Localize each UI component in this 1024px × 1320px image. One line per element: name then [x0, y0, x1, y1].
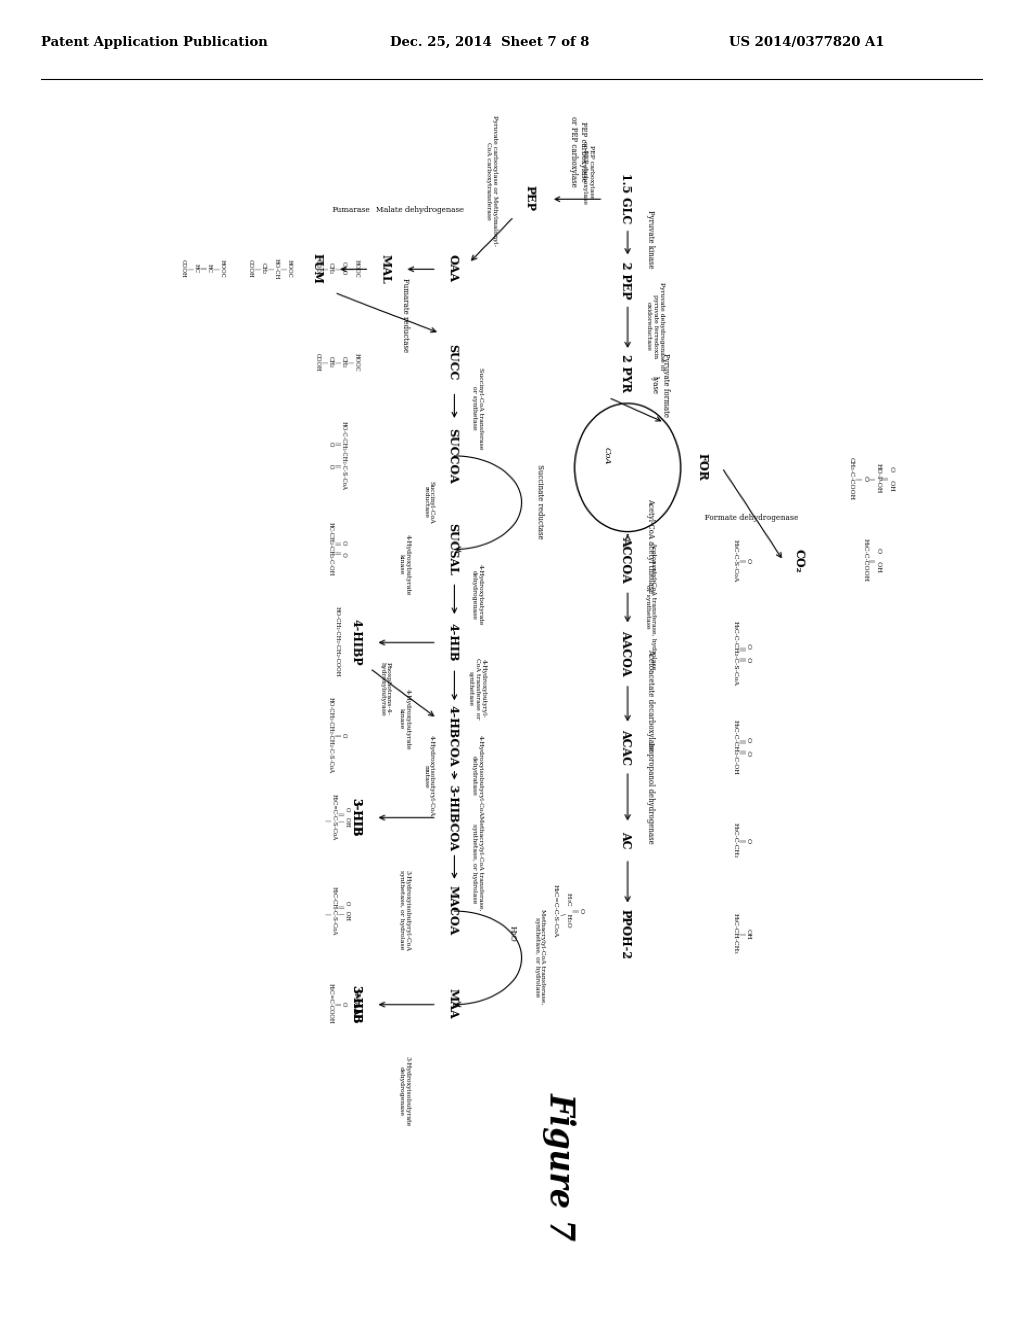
- Text: Dec. 25, 2014  Sheet 7 of 8: Dec. 25, 2014 Sheet 7 of 8: [389, 36, 589, 49]
- Text: US 2014/0377820 A1: US 2014/0377820 A1: [729, 36, 884, 49]
- Text: Patent Application Publication: Patent Application Publication: [41, 36, 267, 49]
